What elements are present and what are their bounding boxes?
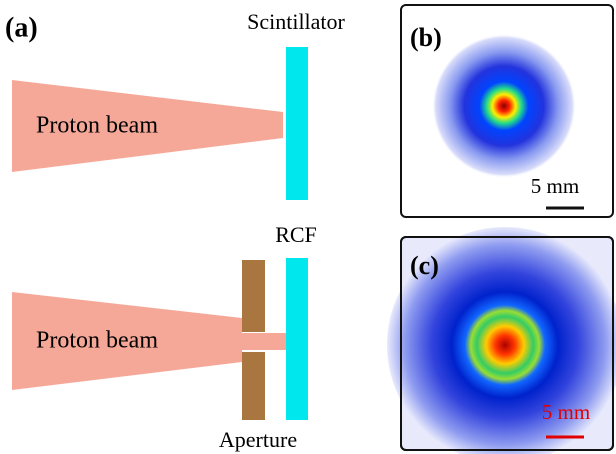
beamlet [242, 333, 286, 350]
scintillator [286, 47, 308, 200]
panel-label: (c) [410, 251, 439, 280]
rcf-profile [387, 227, 616, 454]
beam-profile [432, 34, 576, 178]
detector-label: Scintillator [247, 9, 345, 34]
aperture [242, 352, 265, 420]
scale-label: 5 mm [542, 400, 590, 424]
detector-label: RCF [275, 222, 317, 247]
scale-label: 5 mm [531, 174, 579, 198]
aperture [242, 260, 265, 332]
panel-frame [400, 236, 614, 451]
proton-beam [12, 80, 283, 172]
beam-label: Proton beam [36, 328, 158, 354]
beam-label: Proton beam [36, 113, 158, 139]
rcf [286, 258, 308, 420]
proton-beam [12, 292, 242, 390]
panel-label: (a) [5, 12, 38, 43]
aperture-label: Aperture [219, 427, 297, 452]
panel-label: (b) [410, 23, 442, 52]
